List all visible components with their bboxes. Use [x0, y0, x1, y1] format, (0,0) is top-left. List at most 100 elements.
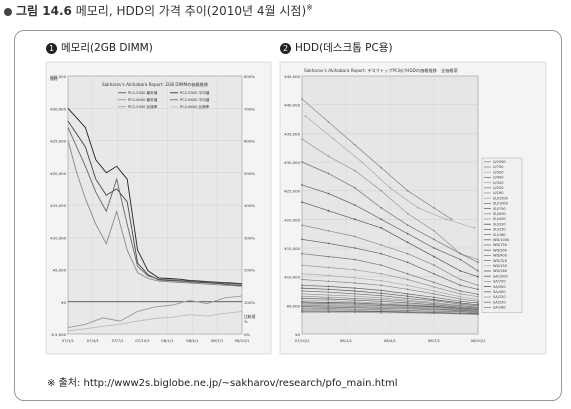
data-point	[406, 252, 409, 255]
data-point	[433, 264, 435, 267]
y-tick-label: ¥30,000	[50, 106, 66, 111]
legend-entry: WD/1000	[493, 238, 509, 242]
series-line	[301, 224, 479, 286]
data-point	[353, 268, 356, 271]
data-point	[327, 311, 330, 314]
legend-entry: SA/1000	[493, 274, 508, 278]
legend-entry: WD/250	[493, 264, 507, 268]
y-tick-label: ¥30,000	[284, 160, 300, 165]
data-point	[406, 261, 409, 264]
data-point	[459, 313, 462, 315]
series-line	[301, 239, 479, 290]
x-tick-label: 07/1/1	[62, 338, 75, 343]
data-point	[406, 311, 409, 314]
series-line	[67, 310, 243, 332]
data-point	[353, 290, 356, 292]
x-tick-label: 08/7/1	[428, 338, 441, 343]
data-point	[353, 143, 356, 146]
data-point	[327, 294, 330, 296]
data-point	[380, 272, 383, 275]
figure-note-mark: ※	[306, 3, 313, 12]
data-point	[380, 297, 383, 299]
data-point	[353, 258, 356, 261]
data-point	[301, 293, 303, 295]
series-line	[301, 264, 479, 298]
x-tick-label: 07/10/1	[135, 338, 150, 343]
data-point	[353, 299, 356, 302]
legend-entry: U/160	[493, 191, 503, 195]
data-point	[477, 261, 479, 264]
data-point	[301, 264, 303, 267]
data-point	[301, 299, 303, 302]
x-tick-label: 07/7/1	[112, 338, 125, 343]
data-point	[327, 255, 330, 258]
x-tick-label: 07/4/1	[87, 338, 100, 343]
series-line	[67, 295, 243, 329]
data-point	[301, 290, 303, 292]
series-line	[301, 293, 479, 308]
data-point	[433, 299, 435, 302]
data-point	[459, 278, 462, 281]
data-point	[380, 166, 383, 169]
data-point	[433, 207, 435, 209]
y2-tick-label: 0%	[244, 332, 250, 337]
series-line	[301, 284, 479, 304]
legend-entry: U/1500	[493, 160, 506, 164]
data-point	[459, 270, 462, 272]
series-line	[301, 279, 479, 302]
x-tick-label: 08/4/1	[186, 338, 199, 343]
data-point	[477, 293, 479, 296]
data-point	[477, 288, 479, 291]
y-unit-label: 価格	[50, 76, 58, 81]
series-line	[302, 308, 479, 314]
y-tick-label: ¥25,000	[284, 189, 300, 194]
y-tick-label: ¥0	[295, 332, 300, 337]
series-line	[301, 298, 479, 309]
y-tick-label: ¥0	[61, 300, 66, 305]
y-tick-label: ¥45,000	[284, 74, 300, 79]
data-point	[477, 270, 479, 272]
data-point	[459, 258, 462, 261]
data-point	[301, 184, 303, 186]
data-point	[389, 186, 391, 189]
data-point	[477, 258, 479, 261]
y-tick-label: ¥15,000	[284, 246, 300, 251]
data-point	[433, 281, 435, 284]
data-point	[353, 295, 356, 298]
series-line	[301, 287, 479, 306]
data-point	[477, 284, 479, 287]
y-tick-label: ¥10,000	[284, 275, 300, 280]
hdd-chart: ¥45,000 ¥40,000 ¥35,000 ¥30,000 ¥25,000 ¥20,0…	[279, 61, 547, 355]
data-point	[433, 290, 435, 292]
data-point	[433, 238, 435, 241]
source-note: ※ 출처: http://www2s.biglobe.ne.jp/~sakhar…	[47, 378, 398, 389]
data-point	[353, 169, 356, 172]
legend-entry: SU/1000	[493, 202, 508, 206]
data-point	[353, 276, 356, 279]
data-point	[406, 278, 409, 281]
legend-entry: U/400	[493, 176, 503, 180]
legend-entry: SA/250	[493, 300, 506, 304]
data-point	[353, 235, 356, 238]
y-tick-label: ¥-5,000	[51, 332, 66, 337]
legend-entry: U/750	[493, 165, 503, 169]
data-point	[433, 286, 435, 288]
y-tick-label: ¥10,000	[50, 235, 66, 240]
legend-entry: SU/400	[493, 217, 506, 221]
y2-tick-label: 800%	[244, 74, 255, 79]
data-point	[459, 298, 462, 300]
series-line	[301, 302, 479, 311]
legend-entry: PC2-6400 最安値	[128, 97, 158, 102]
data-point	[332, 138, 335, 140]
data-point	[327, 172, 330, 175]
series-line	[67, 140, 243, 287]
series-line	[301, 253, 479, 295]
data-point	[301, 278, 303, 281]
data-point	[380, 279, 383, 282]
figure-subtitle: (2010년 4월 시점)	[206, 4, 307, 18]
y-tick-label: ¥35,000	[50, 74, 66, 79]
data-point	[353, 247, 356, 249]
data-point	[301, 287, 303, 289]
data-point	[353, 282, 356, 284]
data-point	[406, 232, 409, 235]
